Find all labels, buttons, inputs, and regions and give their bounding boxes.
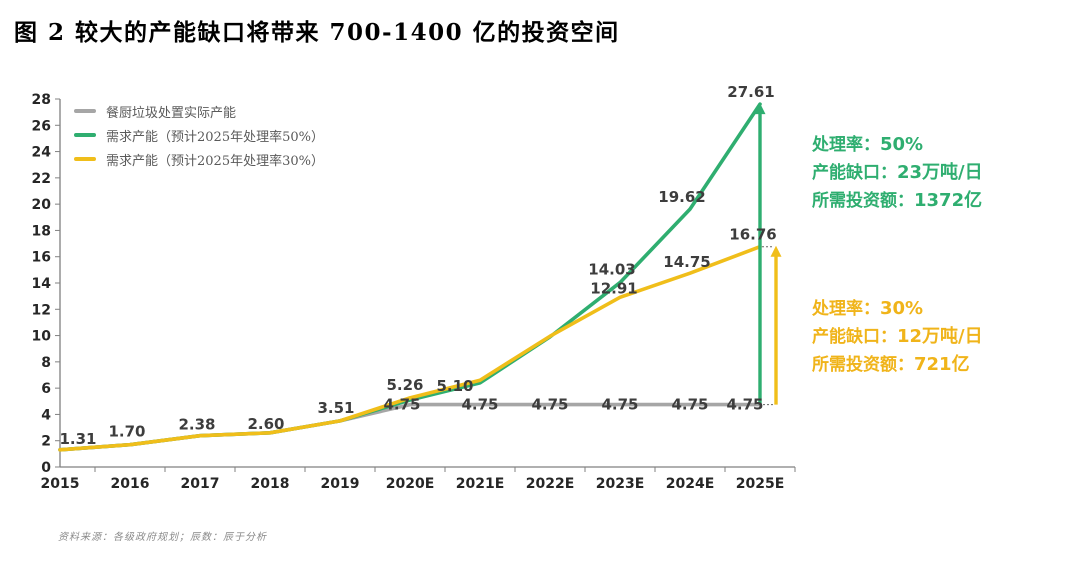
invest-label: 所需投资额：	[812, 191, 914, 211]
annotation-50pct-scenario: 处理率：50% 产能缺口：23万吨/日 所需投资额：1372亿	[812, 131, 983, 215]
source-note: 资料来源：各级政府规划；辰数：辰于分析	[58, 532, 267, 543]
chart-legend: 餐厨垃圾处置实际产能 需求产能（预计2025年处理率50%） 需求产能（预计20…	[74, 99, 324, 171]
legend-item-demand-30pct: 需求产能（预计2025年处理率30%）	[74, 147, 324, 171]
data-label: 4.75	[671, 396, 708, 414]
gap-line: 产能缺口：23万吨/日	[812, 159, 983, 187]
data-label: 4.75	[726, 396, 763, 414]
invest-value: 1372亿	[914, 190, 983, 211]
data-label: 2.38	[178, 416, 215, 434]
legend-label: 需求产能（预计2025年处理率30%）	[106, 153, 324, 169]
y-tick-label: 8	[41, 355, 51, 371]
legend-label: 餐厨垃圾处置实际产能	[106, 105, 237, 121]
data-label: 27.61	[727, 83, 774, 101]
gap-arrowhead	[770, 245, 782, 257]
data-label: 4.75	[601, 396, 638, 414]
data-label: 12.91	[590, 279, 637, 297]
invest-label: 所需投资额：	[812, 355, 914, 375]
rate-label: 处理率：	[812, 135, 880, 155]
legend-swatch-green	[74, 133, 96, 137]
legend-swatch-yellow	[74, 157, 96, 161]
x-tick-label: 2023E	[596, 476, 645, 492]
y-tick-label: 0	[41, 460, 51, 476]
data-label: 16.76	[729, 226, 776, 244]
invest-value: 721亿	[914, 354, 970, 375]
y-tick-label: 18	[32, 223, 51, 239]
rate-value: 50%	[880, 134, 924, 155]
y-tick-label: 24	[32, 145, 52, 161]
x-tick-label: 2019	[321, 476, 360, 492]
x-tick-label: 2022E	[526, 476, 575, 492]
x-tick-label: 2024E	[666, 476, 715, 492]
data-label: 4.75	[531, 396, 568, 414]
x-tick-label: 2020E	[386, 476, 435, 492]
legend-item-demand-50pct: 需求产能（预计2025年处理率50%）	[74, 123, 324, 147]
annotation-30pct-scenario: 处理率：30% 产能缺口：12万吨/日 所需投资额：721亿	[812, 295, 983, 379]
data-label: 1.70	[108, 423, 145, 441]
legend-swatch-gray	[74, 109, 96, 113]
rate-label: 处理率：	[812, 299, 880, 319]
data-label: 5.10	[436, 377, 473, 395]
rate-value: 30%	[880, 298, 924, 319]
y-tick-label: 6	[41, 381, 51, 397]
data-label: 4.75	[383, 396, 420, 414]
invest-line: 所需投资额：1372亿	[812, 187, 983, 215]
invest-line: 所需投资额：721亿	[812, 351, 983, 379]
gap-label: 产能缺口：	[812, 327, 897, 347]
y-tick-label: 26	[32, 118, 51, 134]
x-tick-label: 2015	[41, 476, 80, 492]
y-tick-label: 10	[32, 329, 52, 345]
gap-arrowhead	[754, 103, 766, 115]
data-label: 14.03	[588, 261, 635, 279]
x-tick-label: 2018	[251, 476, 290, 492]
y-tick-label: 28	[32, 92, 51, 108]
x-tick-label: 2021E	[456, 476, 505, 492]
y-tick-label: 20	[32, 197, 52, 213]
data-label: 19.62	[658, 188, 705, 206]
gap-label: 产能缺口：	[812, 163, 897, 183]
data-label: 3.51	[317, 399, 354, 417]
gap-line: 产能缺口：12万吨/日	[812, 323, 983, 351]
data-label: 14.75	[663, 253, 710, 271]
x-tick-label: 2025E	[736, 476, 785, 492]
legend-item-actual-capacity: 餐厨垃圾处置实际产能	[74, 99, 324, 123]
y-tick-label: 16	[32, 250, 51, 266]
y-tick-label: 22	[32, 171, 51, 187]
data-label: 5.26	[386, 376, 423, 394]
y-tick-label: 4	[41, 407, 51, 423]
gap-value: 12万吨/日	[897, 326, 983, 347]
data-label: 2.60	[247, 415, 284, 433]
rate-line: 处理率：50%	[812, 131, 983, 159]
series-line-2	[58, 244, 762, 452]
y-tick-label: 2	[41, 434, 51, 450]
legend-label: 需求产能（预计2025年处理率50%）	[106, 129, 324, 145]
page-title: 图 2 较大的产能缺口将带来 700-1400 亿的投资空间	[14, 19, 620, 46]
x-tick-label: 2017	[181, 476, 220, 492]
y-tick-label: 12	[32, 302, 51, 318]
rate-line: 处理率：30%	[812, 295, 983, 323]
gap-value: 23万吨/日	[897, 162, 983, 183]
x-tick-label: 2016	[111, 476, 150, 492]
y-tick-label: 14	[32, 276, 52, 292]
data-label: 4.75	[461, 396, 498, 414]
data-label: 1.31	[59, 430, 96, 448]
